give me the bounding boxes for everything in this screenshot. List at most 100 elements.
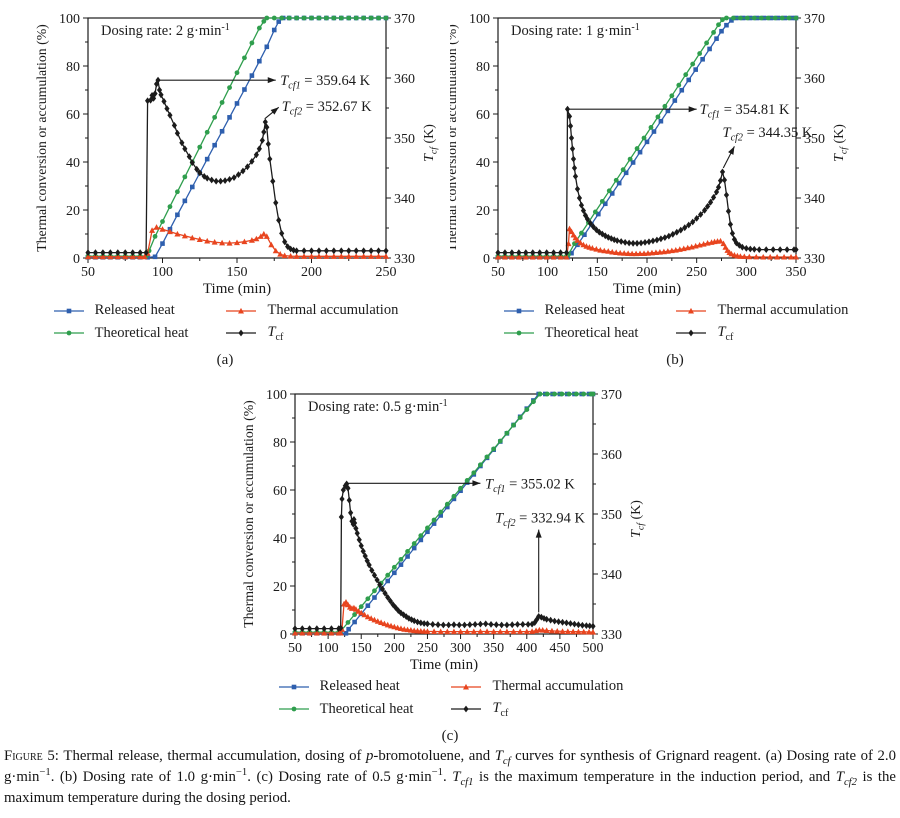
svg-text:Thermal conversion or accumula: Thermal conversion or accumulation (%): [450, 24, 460, 252]
svg-text:Tcf2 = 332.94 K: Tcf2 = 332.94 K: [495, 511, 585, 529]
svg-text:Tcf (K): Tcf (K): [422, 124, 440, 162]
panel-label-b: (b): [666, 351, 684, 368]
svg-text:Time (min): Time (min): [203, 281, 271, 297]
svg-text:50: 50: [491, 265, 505, 280]
chart-b-legend: Released heat Thermal accumulation Theoret…: [450, 302, 900, 343]
figure-caption: Figure 5: Thermal release, thermal accum…: [4, 748, 896, 806]
svg-text:100: 100: [537, 265, 558, 280]
chart-panel-a: 50 100 150 200 250 0 20 40 60 80 100 330 340 350 360 37…: [0, 0, 450, 369]
legend-label-released: Released heat: [319, 678, 400, 694]
svg-text:Dosing rate: 0.5 g·min-1: Dosing rate: 0.5 g·min-1: [308, 398, 448, 415]
svg-text:250: 250: [376, 265, 397, 280]
svg-text:340: 340: [601, 568, 622, 583]
legend-item-released: Released heat: [277, 678, 414, 695]
legend-label-theoretical: Theoretical heat: [544, 324, 639, 341]
accumulation-line-sample-icon: [676, 307, 707, 313]
svg-text:300: 300: [450, 641, 471, 656]
tcf-line-sample-icon: [451, 706, 482, 713]
svg-text:20: 20: [273, 580, 287, 595]
accumulation-line-sample-icon: [451, 683, 482, 689]
theoretical-line-sample-icon: [503, 331, 534, 336]
svg-text:80: 80: [476, 60, 490, 75]
legend-label-accumulation: Thermal accumulation: [717, 302, 849, 318]
panel-label-a: (a): [216, 351, 234, 368]
released-line-sample-icon: [53, 308, 84, 313]
svg-text:360: 360: [601, 448, 622, 463]
svg-text:350: 350: [483, 641, 504, 656]
svg-text:150: 150: [587, 265, 608, 280]
svg-text:100: 100: [152, 265, 173, 280]
theoretical-line-sample-icon: [278, 707, 309, 712]
svg-text:330: 330: [804, 252, 825, 267]
svg-text:350: 350: [804, 132, 825, 147]
legend-label-theoretical: Theoretical heat: [319, 700, 414, 717]
theoretical-line-sample-icon: [53, 331, 84, 336]
svg-text:0: 0: [280, 628, 287, 643]
chart-panel-b: 50 100 150 200 250 300 350 0 20 40 60 80 100 330 340 35…: [450, 0, 900, 369]
svg-text:Tcf2 = 344.35 K: Tcf2 = 344.35 K: [722, 125, 812, 144]
svg-text:370: 370: [394, 12, 415, 27]
svg-text:340: 340: [394, 192, 415, 207]
legend-item-released: Released heat: [52, 302, 189, 319]
svg-text:40: 40: [476, 156, 490, 171]
chart-c-plot: 50 100 150 200 250 300 350 400 450 500 0 20 40 60 80 10…: [241, 388, 647, 673]
svg-text:400: 400: [516, 641, 537, 656]
svg-text:Dosing rate: 1 g·min-1: Dosing rate: 1 g·min-1: [511, 22, 640, 39]
svg-text:Time (min): Time (min): [613, 281, 681, 297]
svg-text:80: 80: [66, 60, 80, 75]
svg-text:20: 20: [66, 204, 80, 219]
svg-text:20: 20: [476, 204, 490, 219]
svg-text:100: 100: [266, 388, 287, 403]
svg-text:40: 40: [66, 156, 80, 171]
svg-text:100: 100: [318, 641, 339, 656]
released-line-sample-icon: [503, 308, 534, 313]
legend-item-theoretical: Theoretical heat: [502, 324, 639, 343]
accumulation-line-sample-icon: [226, 307, 257, 313]
svg-text:0: 0: [483, 252, 490, 267]
svg-text:Tcf (K): Tcf (K): [832, 124, 850, 162]
legend-item-accumulation: Thermal accumulation: [224, 302, 398, 319]
svg-text:370: 370: [601, 388, 622, 403]
legend-label-released: Released heat: [544, 302, 625, 318]
svg-text:Tcf2 = 352.67 K: Tcf2 = 352.67 K: [282, 99, 372, 118]
svg-text:100: 100: [469, 12, 490, 27]
svg-text:330: 330: [601, 628, 622, 643]
legend-item-tcf: Tcf: [224, 324, 398, 343]
chart-panel-c: 50 100 150 200 250 300 350 400 450 500 0 20 40 60 80 10…: [225, 376, 675, 745]
svg-text:Dosing rate: 2 g·min-1: Dosing rate: 2 g·min-1: [101, 22, 230, 39]
svg-text:360: 360: [804, 72, 825, 87]
legend-item-tcf: Tcf: [674, 324, 848, 343]
legend-label-accumulation: Thermal accumulation: [267, 302, 399, 318]
legend-item-tcf: Tcf: [449, 700, 623, 719]
legend-label-accumulation: Thermal accumulation: [492, 678, 624, 694]
svg-text:40: 40: [273, 532, 287, 547]
svg-text:Thermal conversion or accumula: Thermal conversion or accumulation (%): [241, 400, 257, 628]
legend-label-tcf: Tcf: [717, 324, 734, 343]
svg-text:100: 100: [59, 12, 80, 27]
svg-text:Thermal conversion or accumula: Thermal conversion or accumulation (%): [34, 24, 50, 252]
svg-text:150: 150: [351, 641, 372, 656]
svg-text:330: 330: [394, 252, 415, 267]
svg-text:200: 200: [637, 265, 658, 280]
svg-text:Tcf1 = 355.02 K: Tcf1 = 355.02 K: [485, 476, 575, 495]
svg-text:370: 370: [804, 12, 825, 27]
svg-text:Tcf1 = 359.64 K: Tcf1 = 359.64 K: [280, 73, 370, 92]
svg-text:150: 150: [227, 265, 248, 280]
svg-text:340: 340: [804, 192, 825, 207]
chart-c-legend: Released heat Thermal accumulation Theoret…: [225, 678, 675, 719]
legend-item-theoretical: Theoretical heat: [277, 700, 414, 719]
svg-text:Time (min): Time (min): [410, 657, 478, 673]
svg-text:0: 0: [73, 252, 80, 267]
svg-text:300: 300: [736, 265, 757, 280]
svg-text:200: 200: [301, 265, 322, 280]
chart-a-legend: Released heat Thermal accumulation Theoret…: [0, 302, 450, 343]
svg-text:500: 500: [583, 641, 604, 656]
legend-label-released: Released heat: [94, 302, 175, 318]
svg-text:350: 350: [601, 508, 622, 523]
svg-text:Tcf1 = 354.81 K: Tcf1 = 354.81 K: [700, 102, 790, 121]
svg-text:450: 450: [549, 641, 570, 656]
tcf-line-sample-icon: [226, 330, 257, 337]
legend-label-theoretical: Theoretical heat: [94, 324, 189, 341]
legend-item-theoretical: Theoretical heat: [52, 324, 189, 343]
svg-text:50: 50: [288, 641, 302, 656]
